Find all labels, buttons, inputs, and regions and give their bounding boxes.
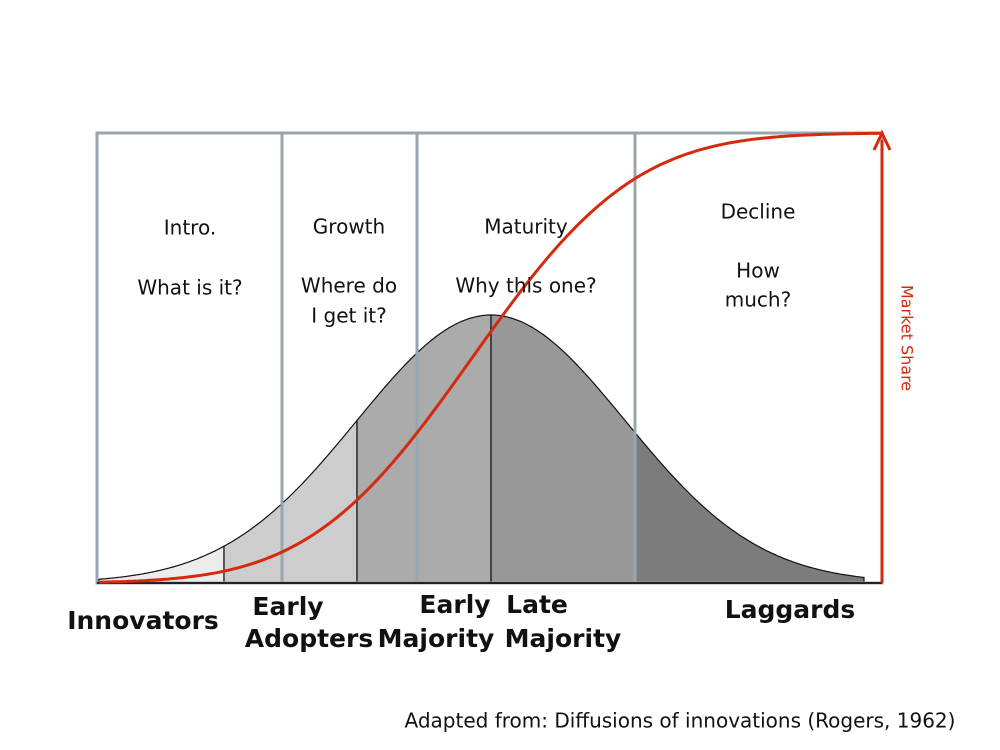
- adopter-label: Majority: [505, 624, 622, 653]
- stage-question: I get it?: [311, 304, 386, 328]
- stage-title: Maturity: [484, 215, 568, 239]
- stage-title: Intro.: [164, 216, 216, 240]
- stage-question: much?: [725, 288, 791, 312]
- axis-label: Market Share: [898, 285, 917, 391]
- stage-title: Decline: [721, 200, 796, 224]
- adopter-label: Early: [252, 592, 323, 621]
- citation: Adapted from: Diffusions of innovations …: [405, 709, 956, 733]
- adopter-segment: [356, 314, 492, 584]
- adopter-label: Early: [419, 590, 490, 619]
- stage-question: Where do: [301, 274, 397, 298]
- stage-title: Growth: [313, 215, 385, 239]
- s-curve: [98, 131, 882, 584]
- adopter-label: Laggards: [725, 595, 856, 624]
- adopter-label: Innovators: [67, 606, 219, 635]
- stage-question: How: [736, 259, 780, 283]
- adopter-segment: [634, 430, 865, 584]
- adopter-segment: [98, 545, 225, 584]
- adopter-label: Late: [506, 590, 568, 619]
- arrow-head: [872, 129, 892, 151]
- stage-question: What is it?: [137, 276, 242, 300]
- adopter-segment: [490, 314, 636, 584]
- adopter-label: Majority: [378, 624, 495, 653]
- adopter-label: Adopters: [245, 624, 373, 653]
- stage-question: Why this one?: [455, 274, 596, 298]
- adopter-segment: [223, 418, 358, 584]
- bell-curve: [98, 314, 865, 584]
